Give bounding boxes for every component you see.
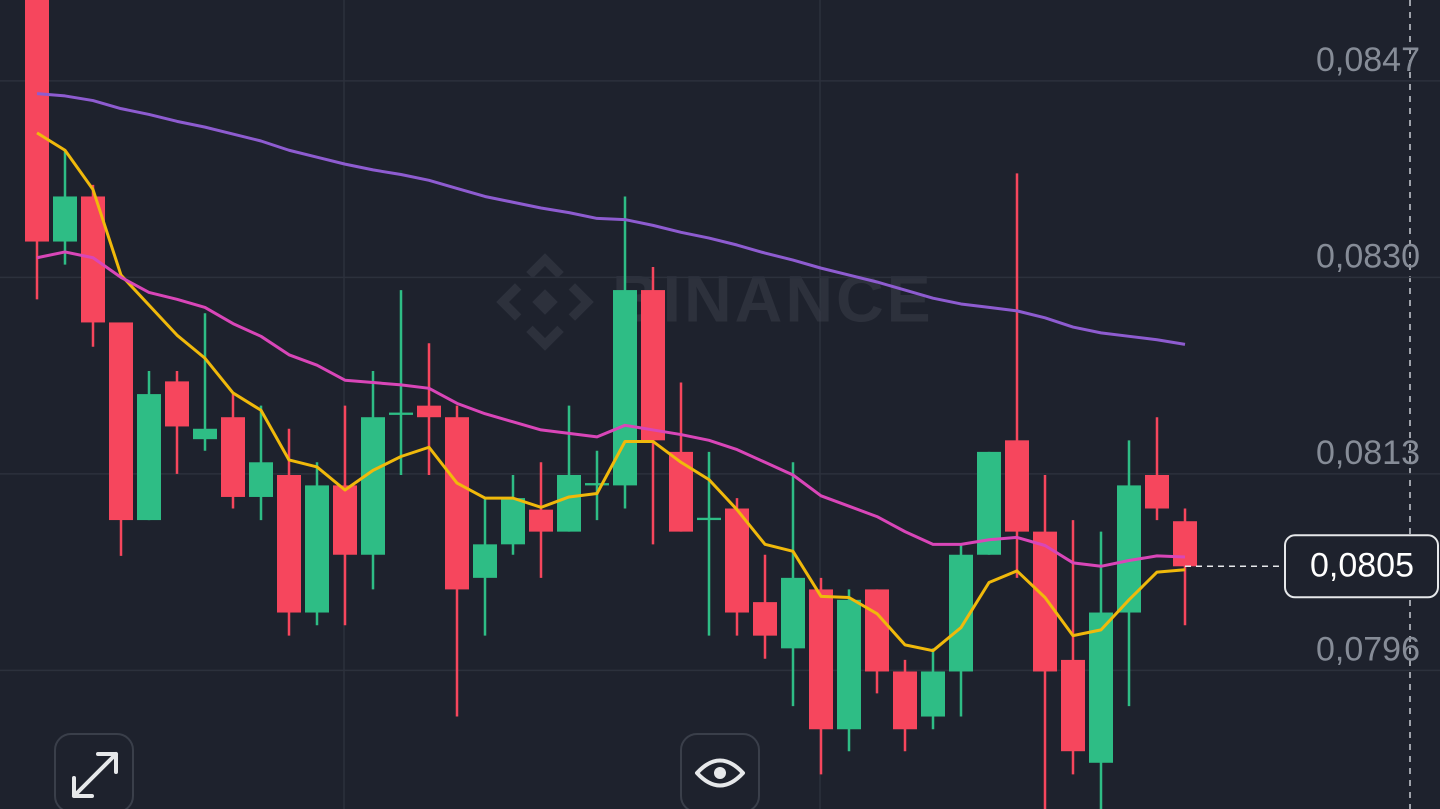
moving-average-line (36, 92, 1186, 346)
candle-body (613, 290, 637, 486)
watermark-logo (496, 253, 594, 351)
candle-body (361, 417, 385, 555)
current-price-box (1284, 534, 1439, 599)
candle-body (781, 577, 805, 649)
candle-body (893, 671, 917, 730)
candle-body (333, 485, 357, 555)
eye-pupil (714, 767, 726, 779)
watermark-text: BINANCE (612, 261, 934, 335)
current-price-label: 0,0805 (1310, 546, 1414, 584)
candle-body (529, 509, 553, 532)
candle-body (809, 589, 833, 730)
candle-body (109, 322, 133, 521)
candle-body (641, 290, 665, 441)
candle-body (1145, 474, 1169, 509)
candle-body (1089, 612, 1113, 763)
y-tick-label: 0,0813 (1316, 434, 1420, 472)
candle-body (221, 417, 245, 497)
y-tick-label: 0,0847 (1316, 41, 1420, 79)
candle-body (725, 508, 749, 613)
candle-body (25, 0, 49, 242)
candle-body (305, 485, 329, 613)
candle-body (921, 671, 945, 717)
candle-body (277, 474, 301, 613)
candle-body (865, 589, 889, 672)
candle-body (165, 381, 189, 427)
candle-body (389, 412, 413, 415)
candle-body (557, 474, 581, 532)
candle-body (697, 517, 721, 521)
watermark: BINANCE (496, 253, 934, 351)
moving-average-line (36, 131, 1186, 653)
candle-body (445, 417, 469, 590)
candle-body (417, 405, 441, 418)
candle-body (1033, 531, 1057, 672)
candle-body (585, 483, 609, 486)
candle-body (193, 428, 217, 440)
candle-body (1173, 521, 1197, 567)
candle-body (473, 544, 497, 578)
expand-button[interactable] (54, 733, 134, 809)
y-tick-label: 0,0796 (1316, 630, 1420, 668)
moving-average-line (36, 250, 1186, 568)
y-tick-label: 0,0830 (1316, 237, 1420, 275)
candle-body (1005, 440, 1029, 532)
candle-body (669, 451, 693, 532)
button-frame (54, 733, 134, 809)
candle-body (137, 394, 161, 521)
candle-body (753, 602, 777, 636)
candle-body (1061, 659, 1085, 752)
eye-icon (695, 758, 745, 788)
expand-icon (72, 752, 118, 798)
candle-body (249, 462, 273, 497)
candle-body (837, 599, 861, 730)
candle-body (53, 196, 77, 242)
candle-body (501, 498, 525, 545)
visibility-button[interactable] (680, 733, 760, 809)
